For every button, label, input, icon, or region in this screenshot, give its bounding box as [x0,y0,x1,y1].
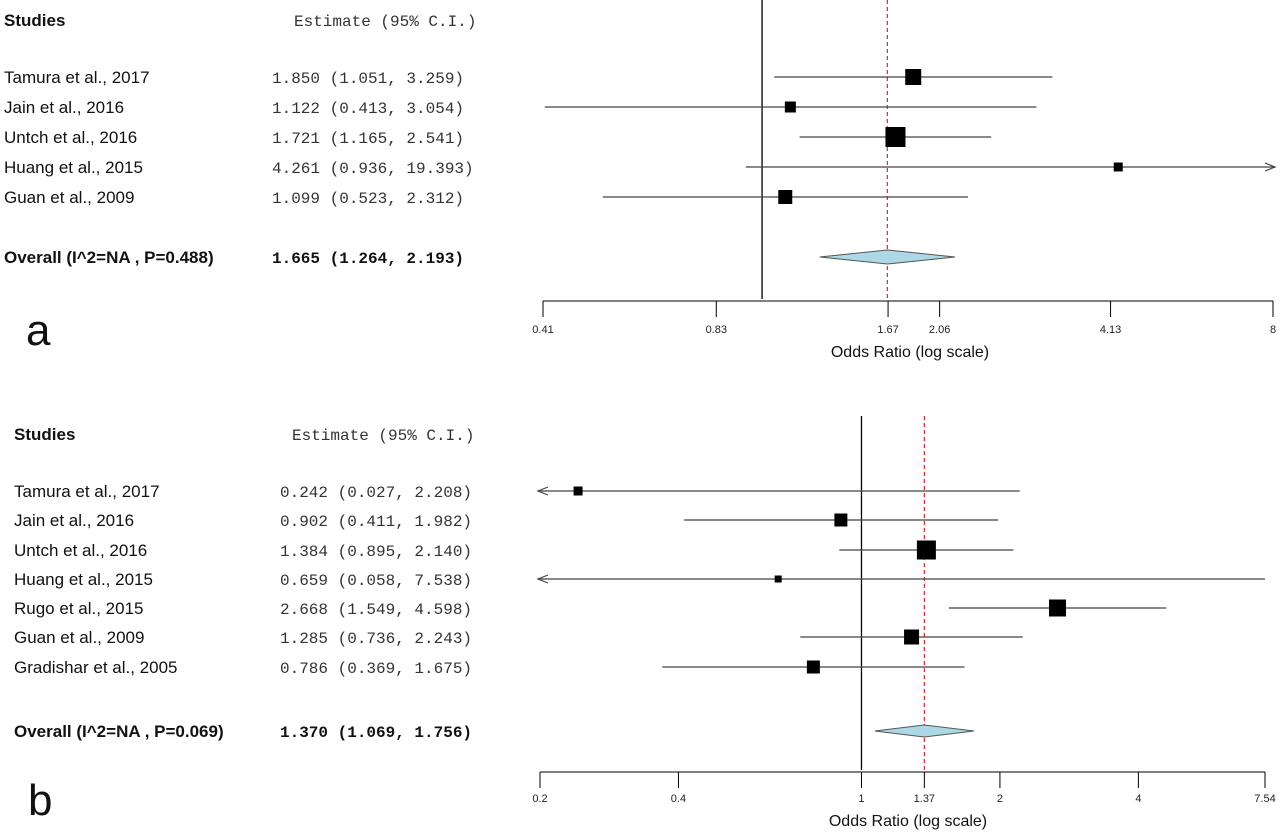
study-point-estimate-marker [778,190,793,204]
study-estimate: 4.261 (0.936, 19.393) [272,160,474,178]
x-axis-label: Odds Ratio (log scale) [831,344,989,361]
study-point-estimate-marker [885,127,906,147]
study-estimate: 0.902 (0.411, 1.982) [280,513,472,531]
study-point-estimate-marker [916,540,936,560]
x-axis-tick-label: 8 [1270,324,1276,336]
study-name: Jain et al., 2016 [4,98,124,117]
x-axis-tick-label: 0.2 [532,793,547,805]
x-axis-tick-label: 1 [858,793,864,805]
study-name: Tamura et al., 2017 [4,68,150,87]
study-estimate: 1.122 (0.413, 3.054) [272,100,464,118]
x-axis-tick-label: 4 [1135,793,1141,805]
x-axis-tick-label: 2 [997,793,1003,805]
x-axis-tick-label: 7.54 [1254,793,1275,805]
estimate-header: Estimate (95% C.I.) [294,13,476,31]
study-point-estimate-marker [834,513,848,527]
estimate-header: Estimate (95% C.I.) [292,427,474,445]
panel-label: b [28,776,52,825]
study-name: Gradishar et al., 2005 [14,658,177,677]
overall-summary-diamond [819,249,956,265]
study-name: Jain et al., 2016 [14,511,134,530]
x-axis-label: Odds Ratio (log scale) [829,813,987,830]
study-name: Huang et al., 2015 [4,158,143,177]
study-point-estimate-marker [904,629,920,645]
study-point-estimate-marker [784,101,796,113]
studies-header: Studies [14,425,75,444]
study-name: Guan et al., 2009 [4,188,134,207]
study-name: Untch et al., 2016 [14,541,147,560]
study-point-estimate-marker [806,660,820,674]
study-point-estimate-marker [573,486,583,496]
x-axis-tick-label: 0.41 [532,324,553,336]
ci-left-arrow [536,574,549,584]
study-point-estimate-marker [1048,599,1066,617]
study-estimate: 0.659 (0.058, 7.538) [280,572,472,590]
overall-estimate: 1.370 (1.069, 1.756) [280,724,472,742]
x-axis-tick-label: 4.13 [1100,324,1121,336]
x-axis-tick-label: 0.4 [671,793,686,805]
study-estimate: 1.099 (0.523, 2.312) [272,190,464,208]
overall-label: Overall (I^2=NA , P=0.488) [4,248,214,267]
x-axis-tick-label: 1.37 [914,793,935,805]
ci-left-arrow [536,486,549,496]
studies-header: Studies [4,11,65,30]
x-axis-tick-label: 2.06 [929,324,950,336]
study-name: Guan et al., 2009 [14,628,144,647]
study-point-estimate-marker [905,69,922,85]
study-estimate: 0.242 (0.027, 2.208) [280,484,472,502]
ci-right-arrow [1264,162,1277,172]
study-estimate: 1.850 (1.051, 3.259) [272,70,464,88]
x-axis-tick-label: 1.67 [877,324,898,336]
study-estimate: 1.384 (0.895, 2.140) [280,543,472,561]
panel-label: a [26,306,51,355]
study-estimate: 1.721 (1.165, 2.541) [272,130,464,148]
study-point-estimate-marker [1113,162,1123,172]
x-axis-tick-label: 0.83 [706,324,727,336]
study-name: Tamura et al., 2017 [14,482,160,501]
overall-estimate: 1.665 (1.264, 2.193) [272,250,464,268]
overall-label: Overall (I^2=NA , P=0.069) [14,722,224,741]
study-estimate: 2.668 (1.549, 4.598) [280,601,472,619]
study-estimate: 0.786 (0.369, 1.675) [280,660,472,678]
study-name: Untch et al., 2016 [4,128,137,147]
study-estimate: 1.285 (0.736, 2.243) [280,630,472,648]
study-point-estimate-marker [774,575,782,583]
study-name: Rugo et al., 2015 [14,599,143,618]
study-name: Huang et al., 2015 [14,570,153,589]
overall-summary-diamond [874,724,974,738]
